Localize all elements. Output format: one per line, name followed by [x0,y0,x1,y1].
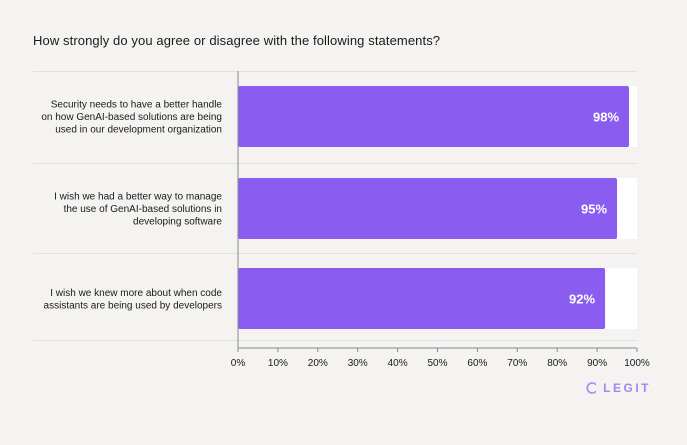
category-label: used in our development organization [55,125,222,136]
category-label: the use of GenAI-based solutions in [64,204,222,215]
legit-logo-icon [586,382,597,394]
bar [238,86,630,147]
data-label: 95% [581,202,607,217]
chart-title: How strongly do you agree or disagree wi… [33,33,441,48]
category-label: Security needs to have a better handle [51,100,223,111]
data-label: 92% [569,292,595,307]
brand-logo: LEGIT [585,381,651,395]
bar [238,268,606,329]
category-label: developing software [133,217,222,228]
data-label: 98% [593,110,619,125]
x-tick-label: 60% [467,358,487,369]
x-tick-label: 80% [547,358,567,369]
x-tick-label: 50% [427,358,447,369]
x-tick-label: 30% [348,358,368,369]
x-tick-label: 40% [388,358,408,369]
x-tick-label: 90% [587,358,607,369]
x-tick-label: 20% [308,358,328,369]
x-tick-label: 70% [507,358,527,369]
x-tick-label: 10% [268,358,288,369]
x-tick-label: 100% [624,358,650,369]
category-label: assistants are being used by developers [44,300,222,311]
x-tick-label: 0% [231,358,246,369]
bar [238,178,618,239]
category-label: on how GenAI-based solutions are being [41,112,222,123]
category-label: I wish we had a better way to manage [54,192,222,203]
brand-name: LEGIT [603,381,651,395]
category-label: I wish we knew more about when code [50,288,222,299]
